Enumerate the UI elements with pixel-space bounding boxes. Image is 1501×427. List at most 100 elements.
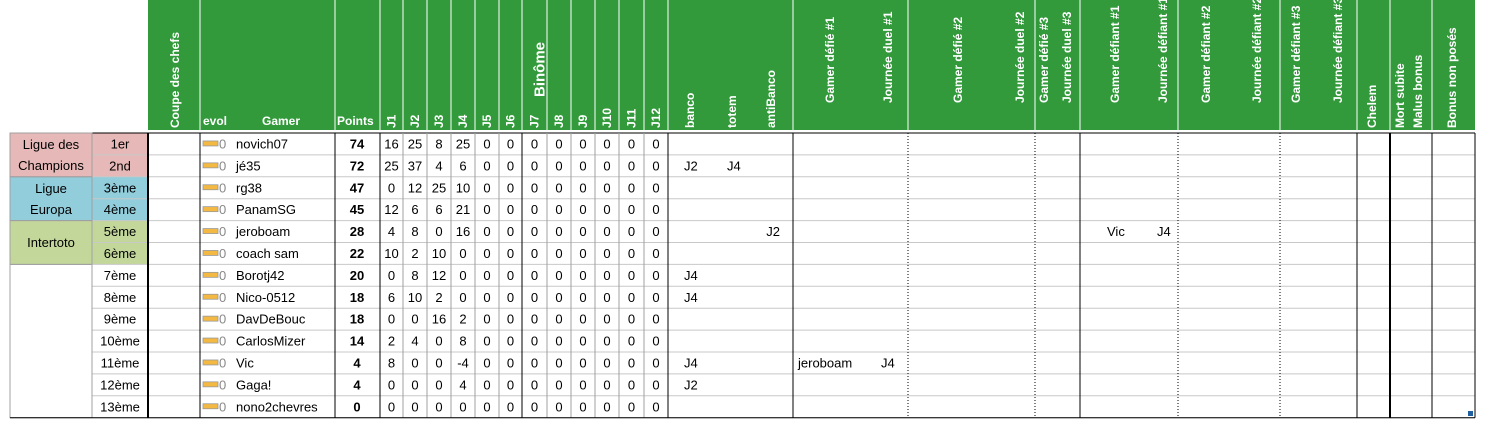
evol-icon bbox=[202, 250, 219, 256]
evol: 0 bbox=[219, 268, 226, 283]
day-score: 0 bbox=[628, 136, 635, 151]
day-score: 0 bbox=[652, 224, 659, 239]
rank: 13ème bbox=[100, 399, 140, 414]
extra-totem: J4 bbox=[727, 158, 741, 173]
evol-icon bbox=[202, 184, 219, 191]
day-score: 0 bbox=[603, 334, 610, 349]
day-score: 0 bbox=[435, 399, 442, 414]
evol: 0 bbox=[219, 355, 226, 370]
column-header: J3 bbox=[432, 114, 446, 128]
column-header: Journée duel #3 bbox=[1060, 11, 1074, 103]
day-score: 0 bbox=[531, 202, 538, 217]
league-border bbox=[9, 263, 93, 419]
points: 0 bbox=[353, 399, 360, 414]
evol-icon bbox=[202, 337, 219, 344]
league-label: Ligue des Champions bbox=[18, 136, 84, 173]
day-score: 0 bbox=[507, 377, 514, 392]
evol: 0 bbox=[219, 399, 226, 414]
column-header: J5 bbox=[480, 114, 494, 128]
evol-icon bbox=[202, 228, 219, 234]
extra-banco: J2 bbox=[684, 377, 698, 392]
league-cell bbox=[10, 133, 92, 177]
column-header: J9 bbox=[576, 114, 590, 128]
day-score: 0 bbox=[388, 377, 395, 392]
column-header: banco bbox=[683, 93, 697, 128]
day-score: 0 bbox=[411, 355, 418, 370]
column-header: J6 bbox=[504, 114, 518, 128]
day-score: 0 bbox=[507, 246, 514, 261]
gamer: jé35 bbox=[235, 158, 261, 173]
day-score: 0 bbox=[411, 399, 418, 414]
column-header: Journée défiant #3 bbox=[1331, 0, 1345, 103]
day-score: 0 bbox=[603, 246, 610, 261]
day-score: 0 bbox=[555, 355, 562, 370]
day-score: 0 bbox=[628, 202, 635, 217]
day-score: 0 bbox=[531, 312, 538, 327]
column-header: J10 bbox=[600, 108, 614, 128]
day-score: 16 bbox=[384, 136, 398, 151]
day-score: 0 bbox=[555, 290, 562, 305]
gamer: Borotj42 bbox=[236, 268, 284, 283]
day-score: 12 bbox=[384, 202, 398, 217]
day-score: 16 bbox=[432, 312, 446, 327]
column-header: Journée duel #1 bbox=[881, 11, 895, 103]
gamer: Nico-0512 bbox=[236, 290, 295, 305]
league-cell bbox=[10, 176, 92, 221]
evol: 0 bbox=[219, 136, 226, 151]
evol-icon bbox=[202, 315, 219, 322]
day-score: 0 bbox=[483, 246, 490, 261]
day-score: 0 bbox=[652, 377, 659, 392]
points: 4 bbox=[353, 355, 361, 370]
day-score: 0 bbox=[435, 377, 442, 392]
column-header: Points bbox=[337, 114, 374, 128]
evol-icon bbox=[202, 206, 219, 213]
evol: 0 bbox=[219, 224, 226, 239]
day-score: 0 bbox=[652, 312, 659, 327]
day-score: 0 bbox=[411, 377, 418, 392]
extra-banco: J2 bbox=[684, 158, 698, 173]
points: 45 bbox=[350, 202, 364, 217]
day-score: 0 bbox=[507, 158, 514, 173]
day-score: 0 bbox=[531, 355, 538, 370]
day-score: 2 bbox=[388, 334, 395, 349]
day-score: 0 bbox=[507, 202, 514, 217]
day-score: 12 bbox=[432, 268, 446, 283]
day-score: 0 bbox=[603, 136, 610, 151]
day-score: 4 bbox=[411, 334, 418, 349]
evol: 0 bbox=[219, 290, 226, 305]
day-score: 0 bbox=[507, 224, 514, 239]
day-score: 0 bbox=[579, 246, 586, 261]
day-score: 0 bbox=[483, 158, 490, 173]
rank: 3ème bbox=[104, 180, 137, 195]
day-score: 0 bbox=[435, 334, 442, 349]
day-score: 0 bbox=[603, 268, 610, 283]
column-header: Gamer défié #1 bbox=[823, 17, 837, 103]
evol-icon bbox=[202, 140, 219, 147]
day-score: 10 bbox=[384, 246, 398, 261]
column-header: Journée défiant #2 bbox=[1250, 0, 1264, 103]
column-header: Mort subite bbox=[1393, 63, 1407, 128]
extra-defie1: jeroboam bbox=[797, 355, 852, 370]
day-score: 0 bbox=[459, 246, 466, 261]
day-score: 12 bbox=[408, 180, 422, 195]
day-score: 0 bbox=[579, 334, 586, 349]
day-score: 2 bbox=[411, 246, 418, 261]
points: 18 bbox=[350, 290, 364, 305]
column-header: Coupe des chefs bbox=[168, 32, 182, 128]
column-header: J8 bbox=[552, 114, 566, 128]
day-score: 0 bbox=[531, 377, 538, 392]
day-score: 0 bbox=[628, 377, 635, 392]
column-header: J2 bbox=[408, 114, 422, 128]
day-score: 0 bbox=[555, 224, 562, 239]
day-score: 0 bbox=[531, 180, 538, 195]
header-bg bbox=[148, 0, 1475, 130]
day-score: 0 bbox=[483, 224, 490, 239]
column-header: Journée défiant #1 bbox=[1156, 0, 1170, 103]
column-header: totem bbox=[725, 95, 739, 128]
day-score: 0 bbox=[579, 312, 586, 327]
column-header: Gamer bbox=[262, 114, 300, 128]
column-header: Gamer défiant #2 bbox=[1199, 5, 1213, 103]
day-score: 25 bbox=[384, 158, 398, 173]
column-header: Chelem bbox=[1365, 85, 1379, 128]
day-score: 4 bbox=[435, 158, 442, 173]
